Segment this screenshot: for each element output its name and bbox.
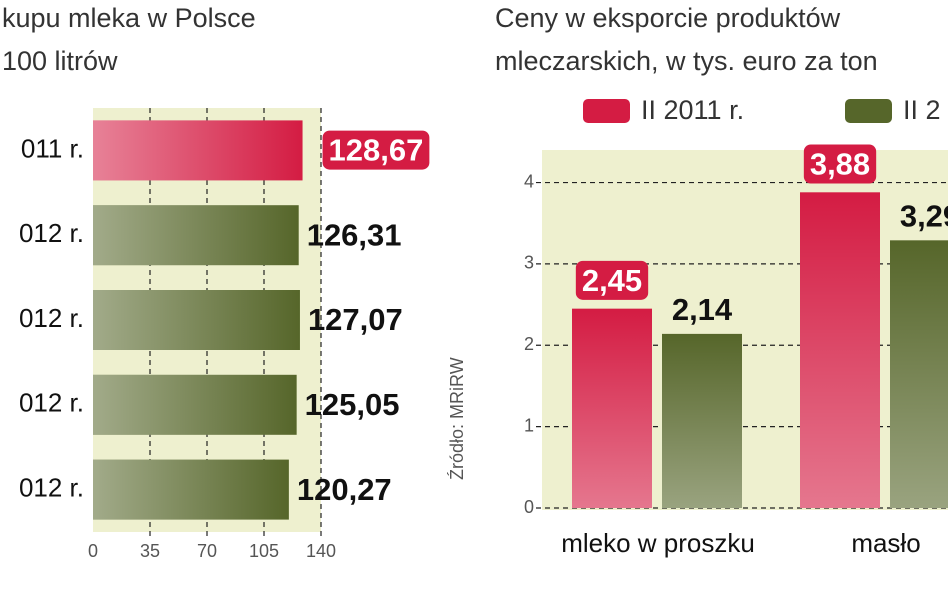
- bar-shade: [572, 308, 652, 508]
- bar-shade: [93, 205, 299, 266]
- y-tick-label: 4: [524, 171, 534, 191]
- value-label: 2,45: [582, 263, 642, 298]
- y-tick-label: 2: [524, 334, 534, 354]
- value-label: 3,29: [900, 199, 948, 234]
- y-tick-label: 012 r.: [19, 388, 84, 418]
- value-label: 3,88: [810, 146, 870, 181]
- value-label: 128,67: [329, 133, 424, 168]
- x-tick-label: 105: [249, 541, 279, 561]
- bar-shade: [662, 333, 742, 508]
- x-tick-label: 70: [197, 541, 217, 561]
- value-label: 127,07: [308, 302, 403, 337]
- x-tick-label: mleko w proszku: [561, 528, 755, 558]
- y-tick-label: 011 r.: [21, 133, 84, 163]
- legend-swatch: [583, 99, 630, 123]
- x-tick-label: 140: [306, 541, 336, 561]
- legend-swatch: [845, 99, 892, 123]
- y-tick-label: 012 r.: [19, 303, 84, 333]
- value-label-box: [575, 260, 649, 300]
- y-tick-label: 0: [524, 497, 534, 517]
- source: Źródło: MRiRW: [447, 357, 467, 480]
- bar-shade: [93, 120, 303, 181]
- y-tick-label: 012 r.: [19, 472, 84, 502]
- y-tick-label: 3: [524, 253, 534, 273]
- bar-shade: [93, 374, 297, 435]
- bar-shade: [93, 459, 289, 520]
- value-label-box: [803, 144, 877, 184]
- x-tick-label: masło: [851, 528, 920, 558]
- value-label: 126,31: [307, 217, 402, 252]
- value-label: 125,05: [305, 387, 400, 422]
- value-label: 2,14: [672, 292, 733, 327]
- chart-title: kupu mleka w Polsce: [2, 3, 256, 33]
- bar-shade: [93, 290, 300, 350]
- value-label-box: [322, 130, 430, 170]
- bar-shade: [800, 192, 880, 509]
- value-label: 120,27: [297, 472, 392, 507]
- y-tick-label: 012 r.: [19, 218, 84, 248]
- chart-title: 100 litrów: [2, 46, 118, 76]
- bar-shade: [890, 240, 948, 508]
- chart-title: Ceny w eksporcie produktów: [495, 3, 841, 33]
- legend-label: II 2011 r.: [641, 95, 744, 125]
- legend-label: II 2: [903, 95, 941, 125]
- y-tick-label: 1: [524, 415, 534, 435]
- x-tick-label: 35: [140, 541, 160, 561]
- chart-title: mleczarskich, w tys. euro za ton: [495, 46, 878, 76]
- x-tick-label: 0: [88, 541, 98, 561]
